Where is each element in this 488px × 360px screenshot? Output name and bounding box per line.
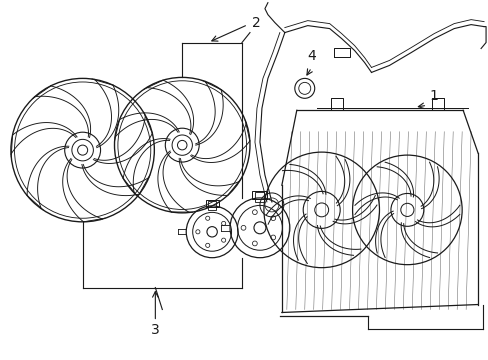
Text: 3: 3 bbox=[151, 323, 160, 337]
Text: 1: 1 bbox=[428, 89, 437, 103]
Text: 2: 2 bbox=[251, 15, 260, 30]
Bar bbox=[255, 192, 264, 202]
Bar bbox=[208, 201, 216, 210]
Text: 4: 4 bbox=[307, 49, 315, 63]
